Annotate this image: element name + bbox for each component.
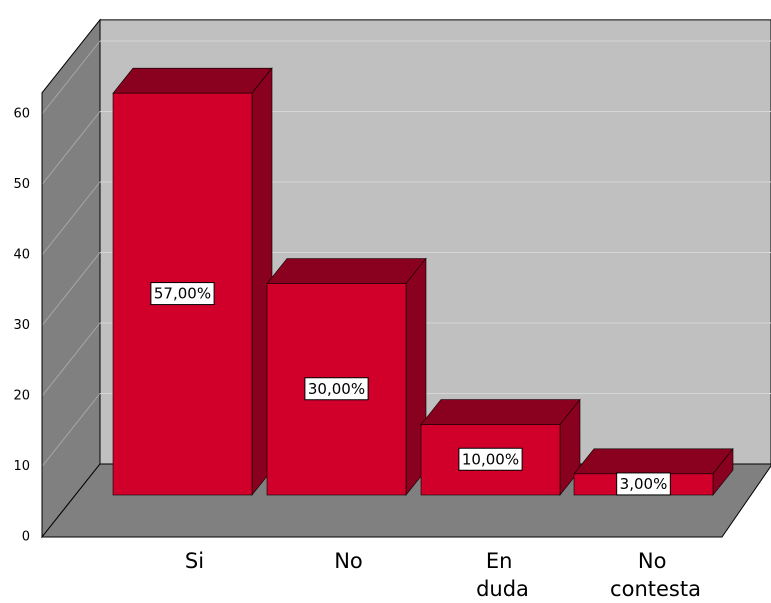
value-label-text: 30,00% <box>308 380 365 398</box>
grid-line <box>41 181 101 256</box>
value-label-box <box>458 447 523 471</box>
y-tick-label: 10 <box>13 459 30 474</box>
value-label-text: 57,00% <box>154 285 211 303</box>
y-tick-label: 40 <box>13 248 30 263</box>
bar-top <box>112 67 273 94</box>
x-tick-label: No <box>334 549 363 573</box>
y-tick-label: 60 <box>13 107 30 122</box>
y-tick-label: 20 <box>13 389 30 404</box>
y-tick-label: 0 <box>22 530 30 545</box>
x-tick-label: En duda <box>476 549 529 601</box>
value-label-box <box>616 472 671 496</box>
y-tick-label: 50 <box>13 177 30 192</box>
value-label: 30,00% <box>304 377 369 401</box>
grid-line <box>41 393 101 467</box>
value-label: 10,00% <box>458 447 523 471</box>
bar-top <box>266 258 427 284</box>
x-tick-label: No contesta <box>610 549 701 601</box>
grid-line <box>41 40 101 115</box>
x-tick-label: Si <box>185 549 204 573</box>
value-label-text: 3,00% <box>620 475 668 493</box>
value-label: 57,00% <box>150 282 215 306</box>
value-label-box <box>150 282 215 306</box>
grid-line <box>41 252 101 326</box>
value-label-box <box>304 377 369 401</box>
grid-line <box>41 111 101 185</box>
value-label: 3,00% <box>616 472 671 496</box>
y-tick-label: 30 <box>13 318 30 333</box>
bar-top <box>573 448 734 475</box>
value-label-text: 10,00% <box>462 450 519 468</box>
left-wall <box>41 18 101 539</box>
bar-top <box>420 399 581 425</box>
grid-line <box>41 322 101 397</box>
